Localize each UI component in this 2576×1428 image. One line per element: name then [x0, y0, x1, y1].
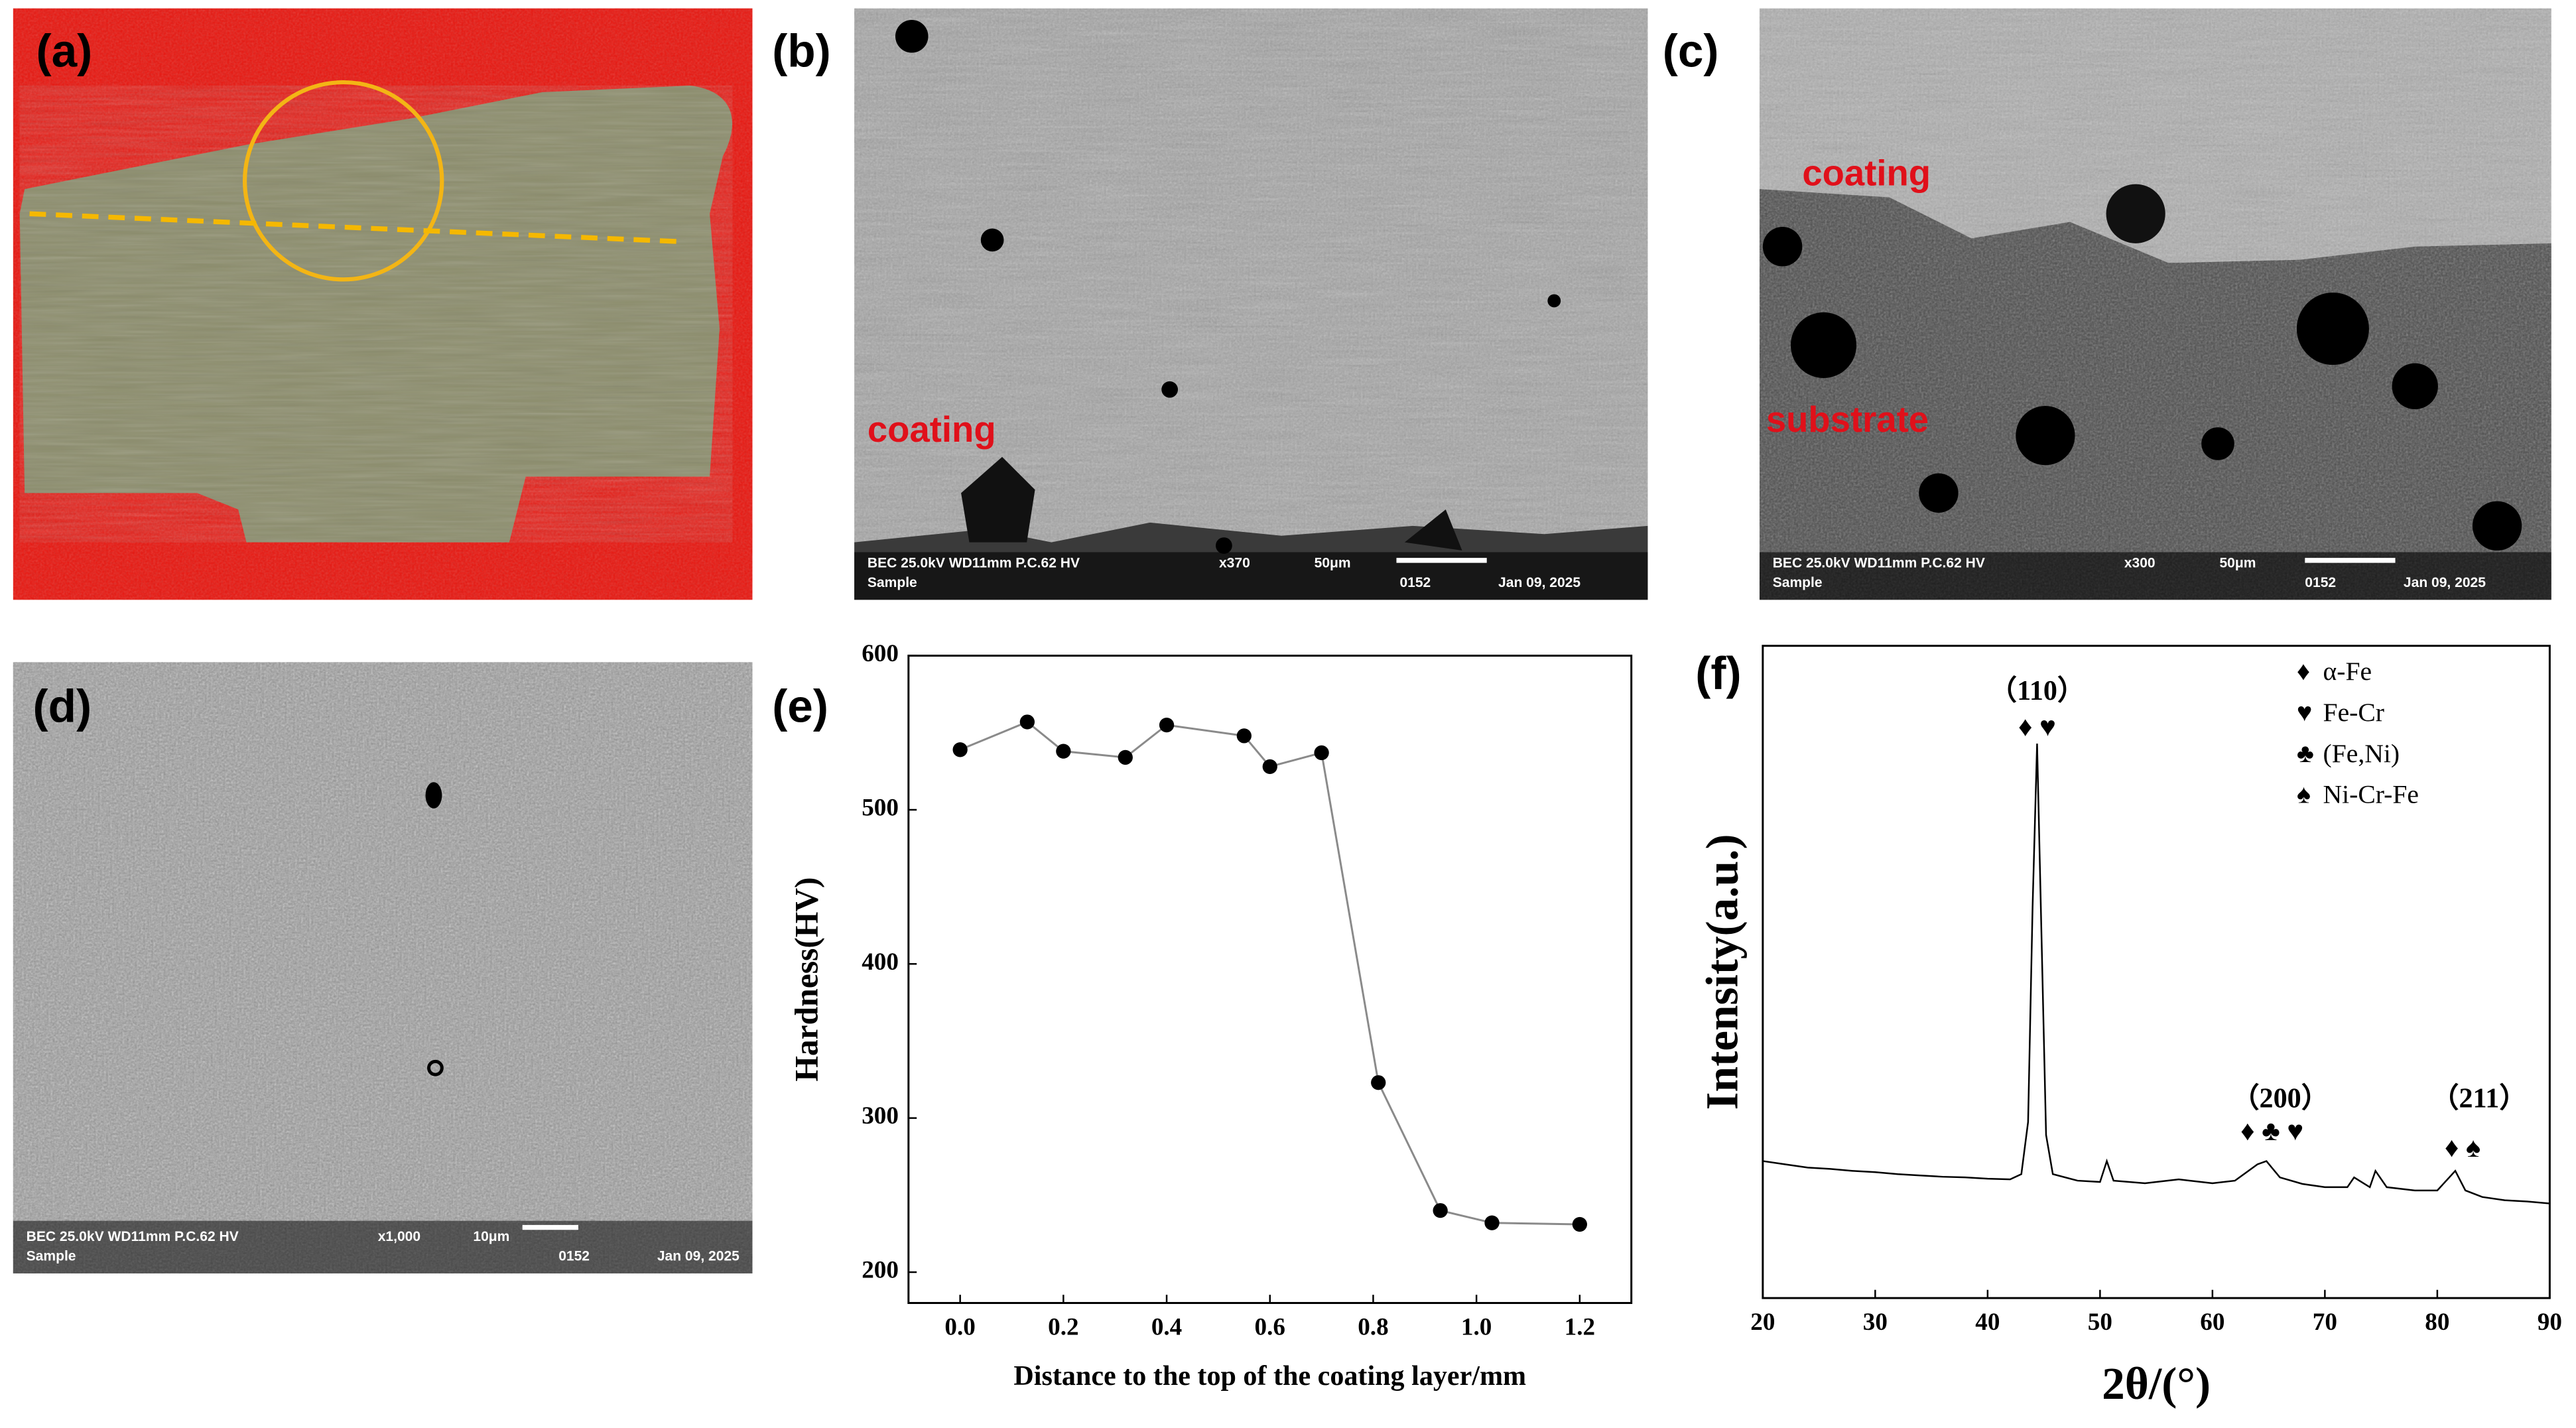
y-axis-label: Intensity(a.u.) — [1697, 834, 1748, 1110]
x-tick-label: 80 — [2425, 1309, 2449, 1336]
info-text: x300 — [2124, 555, 2156, 570]
legend-symbol: ♣ — [2297, 739, 2314, 768]
info-text: BEC 25.0kV WD11mm P.C.62 HV — [1773, 555, 1985, 570]
legend-label: (Fe,Ni) — [2323, 739, 2400, 768]
panel-label: (b) — [772, 25, 831, 76]
info-text: BEC 25.0kV WD11mm P.C.62 HV — [27, 1229, 239, 1244]
data-point — [1484, 1215, 1500, 1230]
info-text: 10μm — [473, 1229, 509, 1244]
info-text: Jan 09, 2025 — [2404, 575, 2486, 590]
sem-d — [13, 662, 753, 1273]
y-tick-label: 300 — [862, 1102, 899, 1130]
data-point — [1262, 759, 1277, 775]
legend-label: Ni-Cr-Fe — [2323, 780, 2419, 809]
annotation: coating — [868, 409, 996, 450]
info-text: x1,000 — [378, 1229, 420, 1244]
legend-symbol: ♠ — [2297, 780, 2311, 809]
y-tick-label: 400 — [862, 948, 899, 976]
photo-a — [13, 8, 753, 600]
y-tick-label: 600 — [862, 640, 899, 667]
x-tick-label: 20 — [1750, 1309, 1775, 1336]
x-tick-label: 0.2 — [1048, 1314, 1078, 1341]
x-tick-label: 70 — [2313, 1309, 2337, 1336]
data-point — [1371, 1075, 1386, 1090]
data-point — [1159, 717, 1175, 733]
info-text: Jan 09, 2025 — [1498, 575, 1580, 590]
info-text: Jan 09, 2025 — [657, 1249, 740, 1264]
x-tick-label: 90 — [2538, 1309, 2562, 1336]
annotation: ♦ ♠ — [2445, 1132, 2480, 1163]
data-point — [1314, 745, 1329, 761]
info-bars: BEC 25.0kV WD11mm P.C.62 HV x370 50μm Sampl… — [27, 555, 2486, 1264]
legend-label: Fe-Cr — [2323, 698, 2384, 727]
data-point — [1056, 744, 1071, 759]
sem-c — [1759, 8, 2551, 600]
data-point — [1236, 728, 1252, 744]
info-text: Sample — [1773, 575, 1823, 590]
x-tick-label: 0.6 — [1255, 1314, 1285, 1341]
data-line — [1762, 744, 2550, 1204]
x-tick-label: 0.4 — [1151, 1314, 1182, 1341]
x-axis-label: Distance to the top of the coating layer… — [1013, 1360, 1526, 1392]
info-text: 0152 — [2305, 575, 2336, 590]
y-tick-label: 500 — [862, 794, 899, 821]
legend-symbol: ♦ — [2297, 657, 2310, 686]
y-tick-label: 200 — [862, 1257, 899, 1284]
x-tick-label: 1.0 — [1461, 1314, 1492, 1341]
sem-b — [854, 8, 1648, 600]
x-tick-label: 30 — [1863, 1309, 1888, 1336]
y-axis-label: Hardness(HV) — [789, 877, 825, 1081]
info-text: x370 — [1219, 555, 1250, 570]
x-tick-label: 1.2 — [1565, 1314, 1595, 1341]
info-text: 0152 — [558, 1249, 590, 1264]
plot-frame — [1762, 645, 2551, 1299]
annotation: （211） — [2431, 1082, 2527, 1114]
panel-label: (d) — [33, 681, 92, 732]
panel-label: (c) — [1663, 25, 1719, 76]
annotation: （200） — [2231, 1082, 2329, 1114]
data-point — [952, 742, 968, 757]
plot-frame — [907, 655, 1633, 1305]
annotation: coating — [1802, 153, 1931, 194]
legend-label: α-Fe — [2323, 657, 2372, 686]
annotation: ♦ ♥ — [2018, 712, 2056, 743]
info-text: 50μm — [2219, 555, 2256, 570]
info-text: 50μm — [1315, 555, 1351, 570]
x-tick-label: 50 — [2088, 1309, 2112, 1336]
x-axis-label: 2θ/(°) — [2102, 1358, 2211, 1409]
x-tick-label: 60 — [2200, 1309, 2224, 1336]
info-text: Sample — [868, 575, 917, 590]
panel-label: (f) — [1695, 647, 1741, 699]
annotation: substrate — [1766, 399, 1929, 440]
data-point — [1019, 714, 1035, 730]
x-tick-label: 40 — [1975, 1309, 2000, 1336]
data-point — [1572, 1216, 1587, 1232]
data-point — [1433, 1202, 1448, 1218]
info-text: 0152 — [1399, 575, 1431, 590]
panel-label: (e) — [772, 681, 828, 732]
data-line — [960, 720, 1580, 1226]
charts: (e) 0.0 0.2 0.4 0.6 0.8 1.0 1.2 200 300 400 500 600 D… — [772, 640, 2562, 1409]
annotation: （110） — [1989, 675, 2085, 706]
info-text: Sample — [27, 1249, 76, 1264]
x-tick-label: 0.0 — [944, 1314, 975, 1341]
panel-label: (a) — [36, 25, 92, 76]
data-point — [1118, 749, 1133, 765]
annotation: ♦ ♣ ♥ — [2240, 1116, 2303, 1147]
x-tick-label: 0.8 — [1358, 1314, 1388, 1341]
legend-symbol: ♥ — [2297, 698, 2313, 727]
info-text: BEC 25.0kV WD11mm P.C.62 HV — [868, 555, 1080, 570]
